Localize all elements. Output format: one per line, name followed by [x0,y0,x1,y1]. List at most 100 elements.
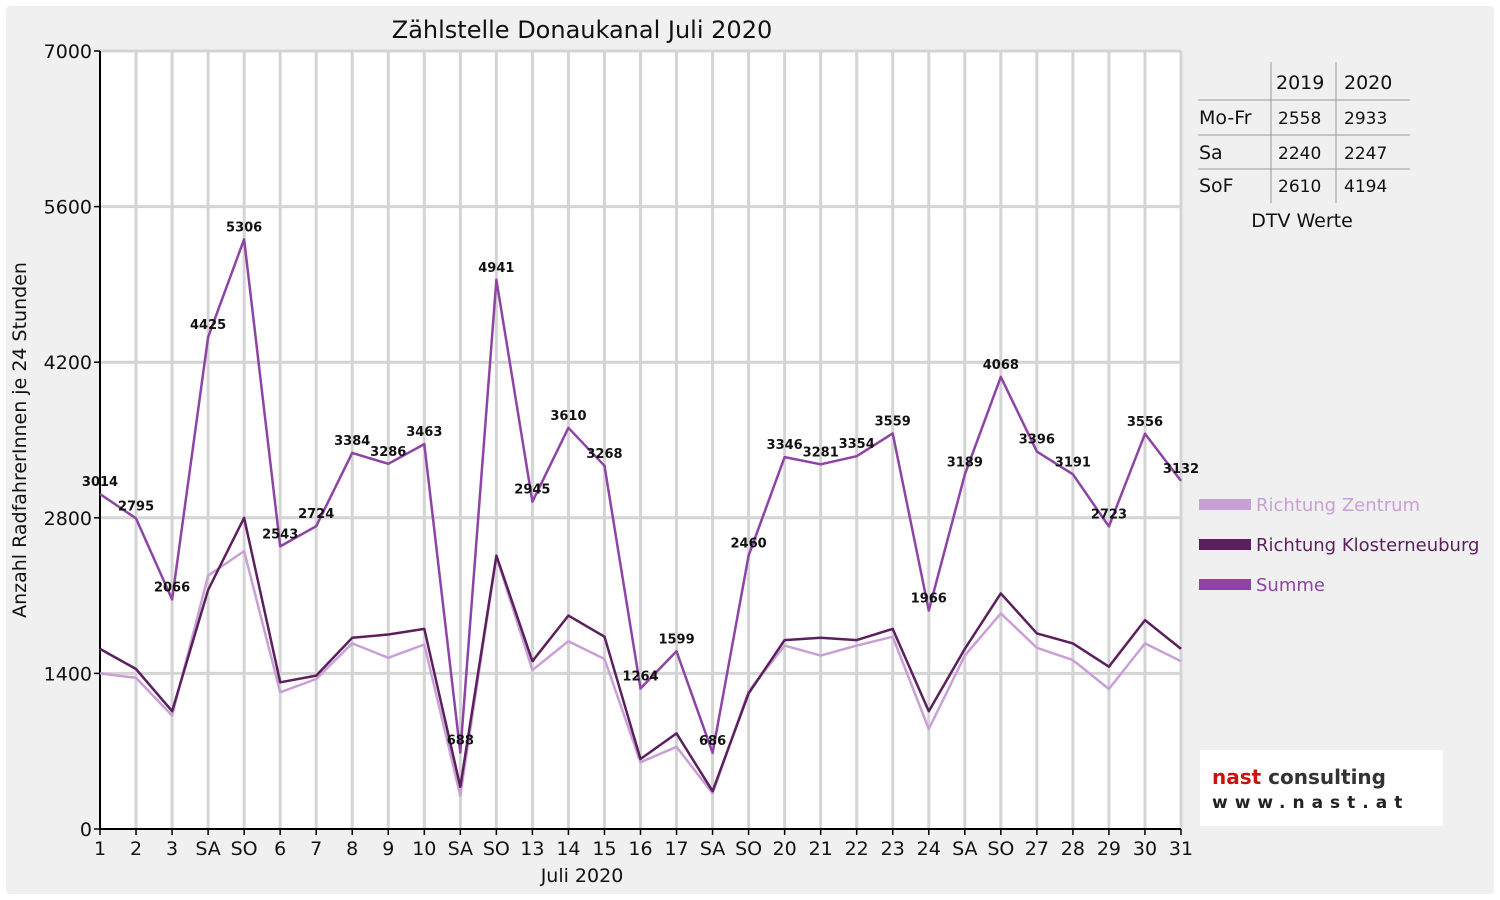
data-label: 3384 [334,434,370,449]
data-label: 3286 [370,445,406,460]
data-label: 3610 [550,409,586,424]
y-tick-label: 1400 [44,663,92,685]
x-tick-label: 2 [130,838,142,860]
x-tick-label: 1 [94,838,106,860]
y-axis: 0 1400 2800 4200 5600 7000 [44,41,101,841]
data-label: 2724 [298,507,334,522]
data-label: 4941 [478,261,514,276]
dtv-row-label: SoF [1199,175,1234,197]
x-tick-label: 17 [664,838,688,860]
dtv-header-2020: 2020 [1344,72,1392,94]
legend-label-summe: Summe [1256,575,1325,596]
x-axis: 1 2 3 SA SO 6 7 8 9 10 SA SO 13 14 15 16 17 SA SO 20 21 22 23 2… [94,828,1193,860]
legend-swatch-klosterneuburg [1199,539,1251,550]
data-label: 2066 [154,580,190,595]
x-tick-label: 15 [592,838,616,860]
logo-text: nast consulting [1212,765,1386,789]
x-tick-label: 24 [917,838,941,860]
data-label: 686 [699,734,726,749]
chart-frame: Zählstelle Donaukanal Juli 2020 0 1400 280… [6,6,1494,894]
y-tick-label: 0 [80,819,92,841]
dtv-cell: 4194 [1344,177,1387,197]
grid [100,49,1183,829]
data-label: 3014 [82,475,118,490]
x-tick-label: 6 [274,838,286,860]
dtv-cell: 2933 [1344,109,1387,129]
data-label: 3268 [586,447,622,462]
legend-swatch-zentrum [1199,499,1251,510]
x-tick-label: 16 [628,838,652,860]
dtv-row-label: Mo-Fr [1199,107,1252,129]
data-label: 2723 [1091,507,1127,522]
data-label: 1264 [622,670,658,685]
x-tick-label: 29 [1097,838,1121,860]
x-tick-label: SA [195,838,220,860]
x-tick-label: 22 [845,838,869,860]
data-label: 4068 [983,358,1019,373]
data-label: 5306 [226,220,262,235]
data-label: 3132 [1163,462,1199,477]
x-axis-label: Juli 2020 [540,865,624,887]
x-tick-label: SO [987,838,1014,860]
y-axis-label: Anzahl RadfahrerInnen je 24 Stunden [9,262,31,618]
y-tick-label: 4200 [44,352,92,374]
x-tick-label: 14 [556,838,580,860]
legend-swatch-summe [1199,579,1251,590]
logo-url: www.nast.at [1212,793,1409,813]
x-tick-label: SA [700,838,725,860]
x-tick-label: 28 [1061,838,1085,860]
y-tick-label: 5600 [44,197,92,219]
data-label: 3556 [1127,415,1163,430]
data-label: 1966 [911,591,947,606]
legend: Richtung Zentrum Richtung Klosterneuburg… [1199,495,1479,596]
dtv-header-2019: 2019 [1276,72,1324,94]
x-tick-label: 9 [382,838,394,860]
dtv-cell: 2247 [1344,144,1387,164]
data-label: 3191 [1055,455,1091,470]
series-line-richtung-zentrum [99,549,1182,797]
x-tick-label: 30 [1133,838,1157,860]
x-tick-label: SO [735,838,762,860]
x-tick-label: 20 [773,838,797,860]
data-label: 2795 [118,499,154,514]
series-line-summe [99,238,1182,755]
x-tick-label: 31 [1169,838,1193,860]
x-tick-label: 3 [166,838,178,860]
data-label: 1599 [658,632,694,647]
x-tick-label: 21 [809,838,833,860]
x-tick-label: 13 [520,838,544,860]
data-label: 3346 [767,438,803,453]
x-tick-label: 27 [1025,838,1049,860]
data-label: 3396 [1019,433,1055,448]
data-label: 4425 [190,318,226,333]
legend-label-zentrum: Richtung Zentrum [1256,495,1420,516]
data-label: 3281 [803,445,839,460]
data-label: 3189 [947,456,983,471]
chart-title: Zählstelle Donaukanal Juli 2020 [392,16,772,44]
series-lines [99,238,1182,797]
y-tick-label: 7000 [44,41,92,63]
dtv-cell: 2610 [1278,177,1321,197]
legend-label-klosterneuburg: Richtung Klosterneuburg [1256,535,1479,556]
line-chart: Zählstelle Donaukanal Juli 2020 01400280… [9,16,1479,887]
x-tick-label: 10 [412,838,436,860]
x-tick-label: SA [952,838,977,860]
data-label: 3559 [875,414,911,429]
x-tick-label: 7 [310,838,322,860]
data-label: 2543 [262,527,298,542]
data-label: 2945 [514,483,550,498]
data-label: 688 [447,734,474,749]
x-tick-label: SO [231,838,258,860]
x-tick-label: 8 [346,838,358,860]
x-tick-label: 23 [881,838,905,860]
dtv-cell: 2240 [1278,144,1321,164]
dtv-row-label: Sa [1199,142,1223,164]
y-tick-label: 2800 [44,508,92,530]
dtv-cell: 2558 [1278,109,1321,129]
dtv-caption: DTV Werte [1251,210,1353,232]
data-label: 3354 [839,437,875,452]
x-tick-label: SA [448,838,473,860]
dtv-table: 2019 2020 Mo-Fr 2558 2933 Sa 2240 2247 S… [1198,62,1410,232]
series-line-richtung-klosterneuburg [99,516,1182,793]
